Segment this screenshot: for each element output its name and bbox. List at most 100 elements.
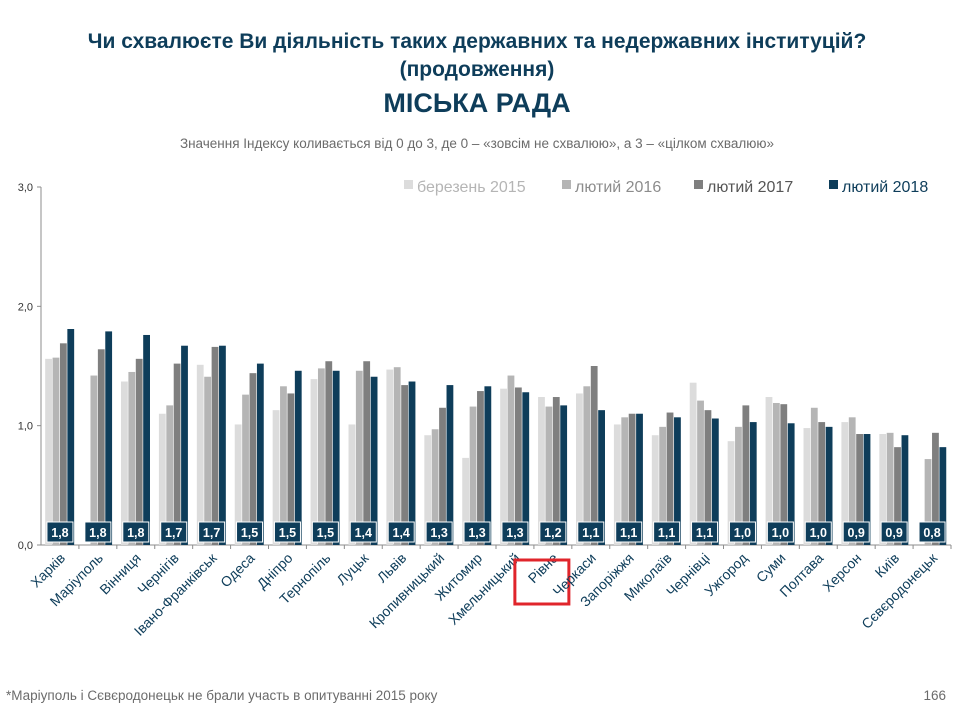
bar (469, 406, 477, 545)
bar (621, 417, 629, 545)
bar (242, 394, 249, 545)
bar (848, 417, 856, 545)
bar (401, 385, 409, 545)
bar (552, 397, 560, 545)
data-label: 0,8 (923, 526, 940, 540)
legend-swatch (694, 180, 703, 189)
bar (287, 393, 295, 545)
bar (294, 370, 302, 545)
bar (59, 343, 67, 545)
bar (325, 361, 333, 545)
bar (105, 331, 113, 545)
bar (765, 397, 773, 545)
data-label-box (842, 521, 870, 543)
bar (507, 375, 515, 545)
bar (143, 334, 150, 545)
bar (560, 405, 568, 545)
bar (431, 429, 439, 545)
data-label-box (653, 521, 681, 543)
bar (659, 426, 667, 545)
bar (841, 422, 849, 545)
data-label-box (46, 521, 74, 543)
bar (742, 405, 750, 545)
data-label-box (501, 521, 529, 543)
data-label: 1,4 (393, 526, 410, 540)
data-label: 1,1 (620, 526, 637, 540)
data-label: 1,0 (734, 526, 751, 540)
category-label: Київ (872, 550, 903, 581)
bar (735, 426, 742, 545)
bar (636, 413, 643, 545)
bar (166, 405, 174, 545)
data-label: 1,7 (203, 526, 220, 540)
bar (272, 410, 280, 545)
bar (901, 435, 909, 545)
footnote: *Маріуполь і Сєвєродонецьк не брали учас… (6, 688, 438, 703)
y-tick-label: 1,0 (18, 421, 33, 433)
legend-label: лютий 2018 (842, 179, 928, 196)
bar (45, 358, 52, 545)
bar (863, 434, 871, 545)
bar (787, 423, 795, 545)
legend-label: лютий 2017 (707, 179, 793, 196)
chart-title-continuation: (продовження) (399, 58, 555, 81)
data-label: 1,2 (544, 526, 561, 540)
bar (879, 434, 887, 545)
bar (52, 357, 60, 545)
data-label: 1,0 (772, 526, 789, 540)
data-label: 1,3 (468, 526, 485, 540)
bar (749, 422, 757, 545)
data-label: 1,1 (696, 526, 713, 540)
data-label: 1,5 (241, 526, 258, 540)
bar (711, 418, 719, 545)
bar (825, 426, 833, 545)
bar (803, 428, 811, 545)
bar (924, 459, 932, 545)
data-label: 1,3 (506, 526, 523, 540)
bar (500, 388, 507, 545)
data-label: 1,0 (810, 526, 827, 540)
bar (590, 366, 598, 545)
bar (462, 457, 470, 545)
data-label-box (198, 521, 226, 543)
bar (370, 376, 378, 545)
bar (97, 349, 105, 545)
bar (211, 346, 219, 545)
bar (522, 392, 530, 545)
bar (894, 447, 901, 545)
bar (173, 363, 181, 545)
data-label: 0,9 (885, 526, 902, 540)
data-label-box (880, 521, 908, 543)
data-label: 1,7 (165, 526, 182, 540)
bar (355, 370, 363, 545)
bar (317, 368, 325, 545)
bar (204, 376, 212, 545)
y-tick-label: 0,0 (18, 540, 33, 552)
bar (128, 371, 136, 545)
data-label-box (387, 521, 415, 543)
category-label: Львів (374, 550, 410, 586)
bar (613, 424, 621, 545)
data-label-box (804, 521, 832, 543)
chart-title: Чи схвалюєте Ви діяльність таких державн… (87, 30, 867, 53)
category-label: Херсон (819, 550, 864, 595)
bar (332, 370, 340, 545)
bar (67, 329, 75, 545)
bar (674, 417, 681, 545)
bar (651, 435, 659, 545)
bar (818, 422, 826, 545)
bar (256, 363, 264, 545)
bar (135, 358, 143, 545)
bar (424, 435, 432, 545)
bar (538, 397, 545, 545)
data-label-box (463, 521, 491, 543)
data-label-box (539, 521, 567, 543)
data-label: 1,3 (430, 526, 447, 540)
category-label: Суми (753, 550, 789, 586)
chart-heading-city-council: МІСЬКА РАДА (383, 88, 571, 118)
bar (583, 386, 591, 545)
bar (856, 434, 864, 545)
legend-swatch (829, 180, 838, 189)
bar (704, 410, 712, 545)
bar (575, 393, 583, 545)
